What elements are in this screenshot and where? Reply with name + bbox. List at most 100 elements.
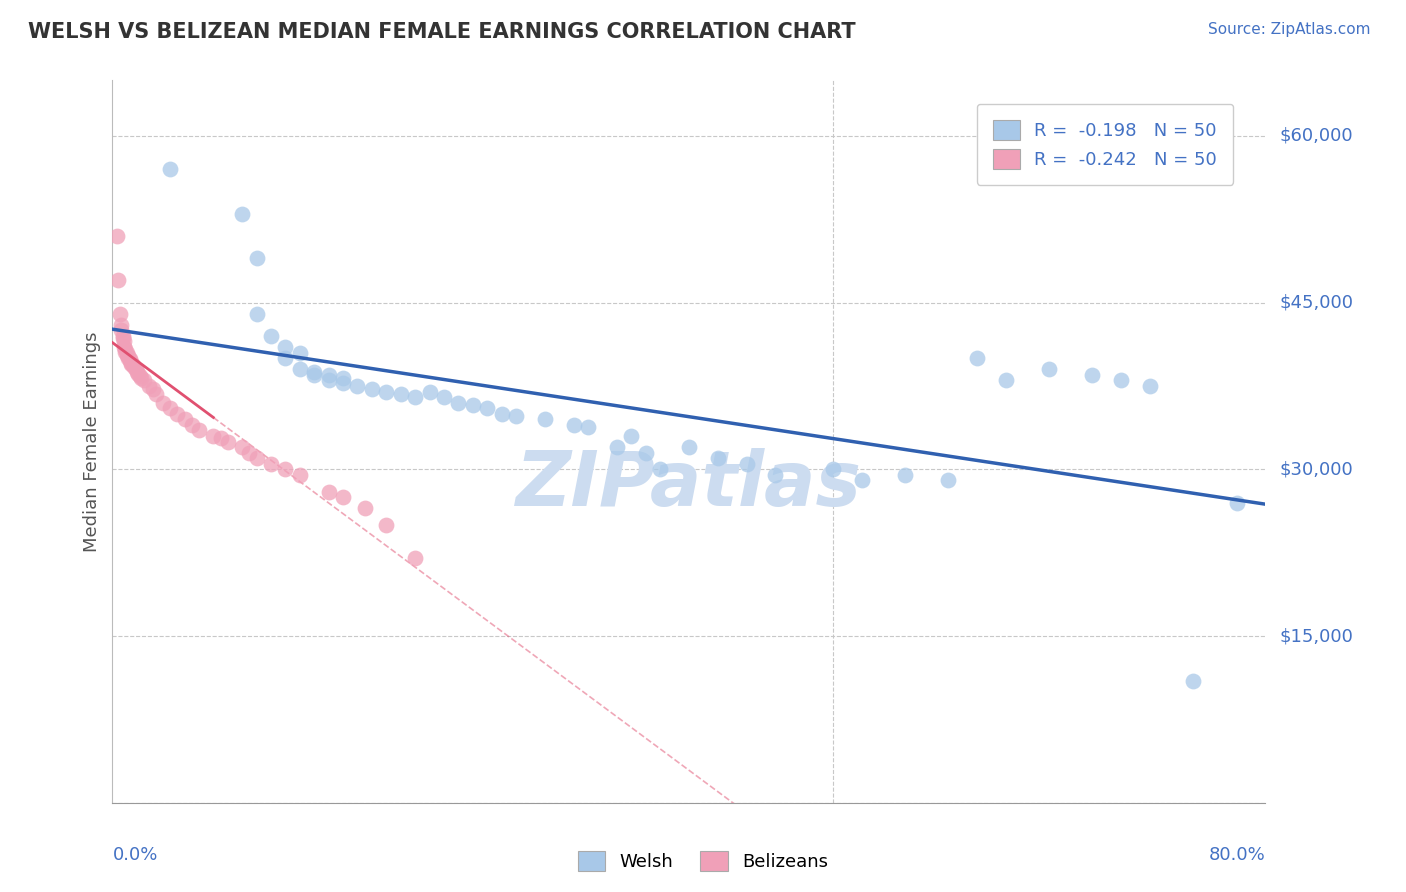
Point — [110, 323, 132, 337]
Point — [433, 390, 456, 404]
Text: $15,000: $15,000 — [1279, 627, 1353, 645]
Point — [114, 343, 136, 357]
Point — [332, 371, 354, 385]
Point — [112, 340, 135, 354]
Point — [217, 434, 239, 449]
Point — [260, 329, 283, 343]
Point — [114, 344, 136, 359]
Point — [562, 417, 585, 432]
Point — [304, 368, 326, 382]
Text: ZIPatlas: ZIPatlas — [516, 448, 862, 522]
Point — [115, 345, 138, 359]
Point — [159, 401, 181, 416]
Point — [318, 484, 340, 499]
Point — [120, 357, 142, 371]
Point — [505, 409, 527, 423]
Point — [404, 551, 426, 566]
Point — [246, 251, 269, 265]
Point — [105, 228, 128, 243]
Point — [1226, 496, 1249, 510]
Point — [419, 384, 441, 399]
Point — [180, 417, 202, 432]
Point — [332, 376, 354, 390]
Point — [1081, 368, 1104, 382]
Point — [995, 373, 1018, 387]
Point — [159, 162, 181, 177]
Point — [111, 331, 134, 345]
Point — [209, 431, 232, 445]
Point — [121, 358, 143, 372]
Point — [332, 490, 354, 504]
Point — [966, 351, 988, 366]
Point — [274, 462, 297, 476]
Point — [534, 412, 557, 426]
Point — [1182, 673, 1205, 688]
Point — [404, 390, 426, 404]
Point — [274, 351, 297, 366]
Point — [735, 457, 758, 471]
Point — [1111, 373, 1133, 387]
Point — [447, 395, 470, 409]
Point — [288, 467, 311, 482]
Point — [360, 382, 382, 396]
Point — [346, 379, 368, 393]
Point — [117, 349, 139, 363]
Point — [318, 368, 340, 382]
Point — [606, 440, 628, 454]
Point — [678, 440, 700, 454]
Point — [936, 474, 959, 488]
Point — [576, 420, 599, 434]
Legend: Welsh, Belizeans: Welsh, Belizeans — [571, 844, 835, 879]
Y-axis label: Median Female Earnings: Median Female Earnings — [83, 331, 101, 552]
Point — [461, 398, 484, 412]
Point — [120, 356, 142, 370]
Point — [475, 401, 499, 416]
Text: $60,000: $60,000 — [1279, 127, 1353, 145]
Point — [375, 384, 398, 399]
Point — [134, 373, 156, 387]
Point — [128, 368, 150, 383]
Point — [1038, 362, 1060, 376]
Point — [124, 362, 146, 376]
Point — [318, 373, 340, 387]
Point — [260, 457, 283, 471]
Text: Source: ZipAtlas.com: Source: ZipAtlas.com — [1208, 22, 1371, 37]
Point — [111, 329, 134, 343]
Point — [122, 360, 145, 375]
Point — [650, 462, 672, 476]
Point — [145, 386, 167, 401]
Point — [238, 445, 260, 459]
Point — [288, 362, 311, 376]
Point — [765, 467, 787, 482]
Point — [707, 451, 730, 466]
Text: $45,000: $45,000 — [1279, 293, 1353, 311]
Point — [634, 445, 657, 459]
Point — [620, 429, 643, 443]
Point — [274, 340, 297, 354]
Point — [375, 517, 398, 532]
Point — [112, 334, 135, 349]
Point — [110, 318, 132, 332]
Point — [125, 364, 148, 378]
Point — [851, 474, 873, 488]
Point — [202, 429, 225, 443]
Text: $30,000: $30,000 — [1279, 460, 1353, 478]
Point — [115, 348, 138, 362]
Point — [117, 351, 139, 366]
Point — [108, 307, 131, 321]
Text: 0.0%: 0.0% — [112, 847, 157, 864]
Point — [1139, 379, 1161, 393]
Point — [118, 352, 141, 367]
Text: 80.0%: 80.0% — [1209, 847, 1265, 864]
Point — [389, 386, 412, 401]
Point — [107, 273, 129, 287]
Point — [173, 412, 195, 426]
Point — [138, 379, 160, 393]
Point — [491, 407, 513, 421]
Point — [127, 367, 149, 381]
Point — [231, 440, 253, 454]
Point — [129, 371, 153, 385]
Point — [353, 501, 375, 516]
Text: WELSH VS BELIZEAN MEDIAN FEMALE EARNINGS CORRELATION CHART: WELSH VS BELIZEAN MEDIAN FEMALE EARNINGS… — [28, 22, 856, 42]
Point — [304, 364, 326, 378]
